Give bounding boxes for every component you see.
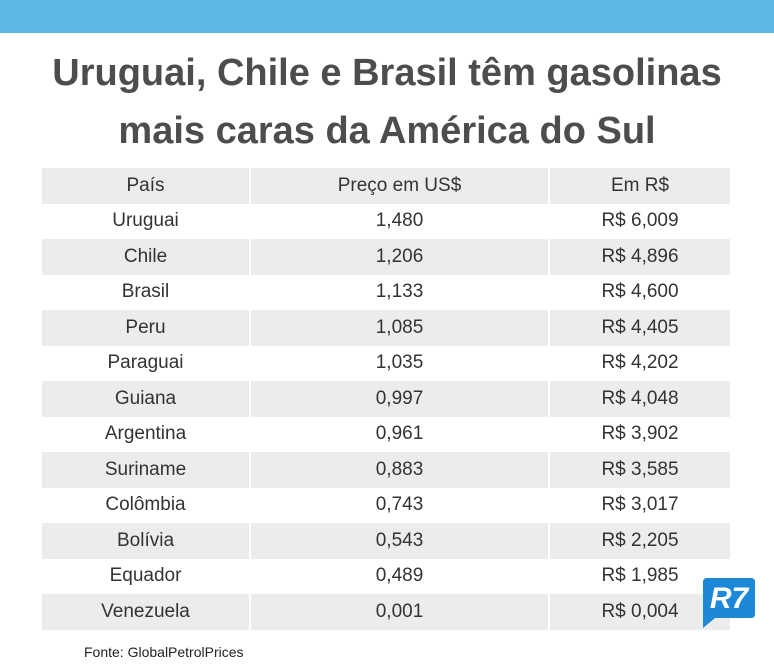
- cell-price-brl: R$ 4,600: [601, 281, 679, 303]
- cell-country: Argentina: [42, 416, 251, 452]
- cell-price-usd: 0,883: [250, 452, 550, 488]
- r7-logo-icon: R7: [703, 578, 755, 628]
- cell-price-brl: R$ 0,004: [549, 594, 730, 630]
- cell-country: Suriname: [42, 452, 251, 488]
- cell-price-usd: 1,085: [250, 310, 550, 346]
- table-row: Chile 1,206 R$ 4,896: [42, 239, 730, 275]
- cell-price-usd: 1,206: [250, 239, 550, 275]
- cell-country: Brasil: [42, 274, 251, 310]
- cell-country: Peru: [42, 310, 251, 346]
- cell-price-brl: R$ 4,405: [549, 310, 730, 346]
- cell-country: Venezuela: [42, 594, 251, 630]
- cell-price-usd: 0,743: [250, 487, 550, 523]
- cell-price-brl: R$ 3,902: [601, 423, 679, 445]
- header-country: País: [42, 168, 251, 204]
- cell-price-brl: R$ 2,205: [549, 523, 730, 559]
- fuel-price-table: País Preço em US$ Em R$ Uruguai 1,480 R$…: [42, 168, 730, 630]
- table-row: Argentina 0,961 R$ 3,902: [42, 416, 730, 452]
- table-row: Suriname 0,883 R$ 3,585: [42, 452, 730, 488]
- cell-price-usd: 0,001: [250, 594, 550, 630]
- table-header-row: País Preço em US$ Em R$: [42, 168, 730, 204]
- cell-price-brl: R$ 6,009: [601, 210, 679, 232]
- cell-price-brl: R$ 4,202: [601, 352, 679, 374]
- header-price-brl: Em R$: [549, 168, 730, 204]
- table-row: Bolívia 0,543 R$ 2,205: [42, 523, 730, 559]
- cell-price-brl: R$ 3,585: [549, 452, 730, 488]
- cell-country: Guiana: [42, 381, 251, 417]
- logo-text: R7: [710, 582, 750, 615]
- table-row: Guiana 0,997 R$ 4,048: [42, 381, 730, 417]
- table-row: Colômbia 0,743 R$ 3,017: [42, 487, 730, 523]
- cell-country: Colômbia: [42, 487, 251, 523]
- header-price-usd: Preço em US$: [250, 168, 550, 204]
- table-row: Brasil 1,133 R$ 4,600: [42, 274, 730, 310]
- cell-price-brl: R$ 3,017: [601, 494, 679, 516]
- table-row: Paraguai 1,035 R$ 4,202: [42, 345, 730, 381]
- cell-price-usd: 0,961: [250, 416, 550, 452]
- cell-country: Paraguai: [42, 345, 251, 381]
- title-line-2: mais caras da América do Sul: [118, 110, 656, 152]
- table-row: Equador 0,489 R$ 1,985: [42, 558, 730, 594]
- cell-price-brl: R$ 1,985: [601, 565, 679, 587]
- cell-price-usd: 1,035: [250, 345, 550, 381]
- cell-country: Equador: [42, 558, 251, 594]
- cell-price-usd: 1,133: [250, 274, 550, 310]
- table-row: Uruguai 1,480 R$ 6,009: [42, 203, 730, 239]
- page-title: Uruguai, Chile e Brasil têm gasolinas ma…: [0, 44, 774, 160]
- cell-country: Uruguai: [42, 203, 251, 239]
- cell-price-usd: 0,543: [250, 523, 550, 559]
- cell-price-brl: R$ 4,896: [549, 239, 730, 275]
- cell-price-brl: R$ 4,048: [549, 381, 730, 417]
- cell-price-usd: 0,997: [250, 381, 550, 417]
- cell-price-usd: 0,489: [250, 558, 550, 594]
- table-row: Venezuela 0,001 R$ 0,004: [42, 594, 730, 630]
- title-line-1: Uruguai, Chile e Brasil têm gasolinas: [52, 52, 722, 94]
- cell-country: Bolívia: [42, 523, 251, 559]
- table-row: Peru 1,085 R$ 4,405: [42, 310, 730, 346]
- source-note: Fonte: GlobalPetrolPrices: [84, 644, 244, 660]
- cell-price-usd: 1,480: [250, 203, 550, 239]
- cell-country: Chile: [42, 239, 251, 275]
- top-band: [0, 0, 774, 33]
